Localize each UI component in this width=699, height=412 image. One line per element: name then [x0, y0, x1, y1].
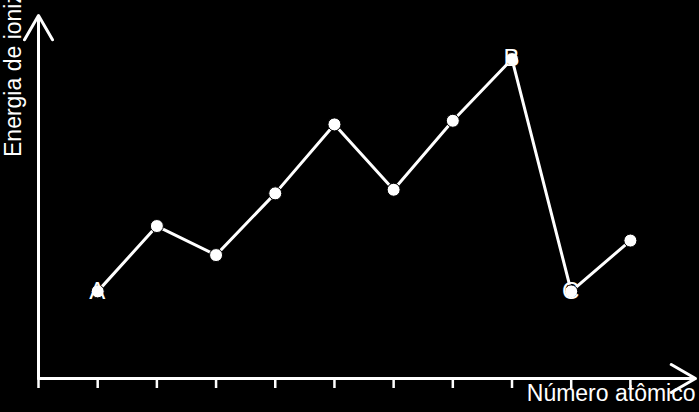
svg-text:Energia de ionização: Energia de ionização: [0, 0, 26, 157]
svg-text:C: C: [562, 277, 579, 304]
svg-text:B: B: [504, 44, 520, 71]
svg-text:A: A: [89, 277, 105, 304]
svg-text:Número atômico: Número atômico: [527, 380, 696, 406]
